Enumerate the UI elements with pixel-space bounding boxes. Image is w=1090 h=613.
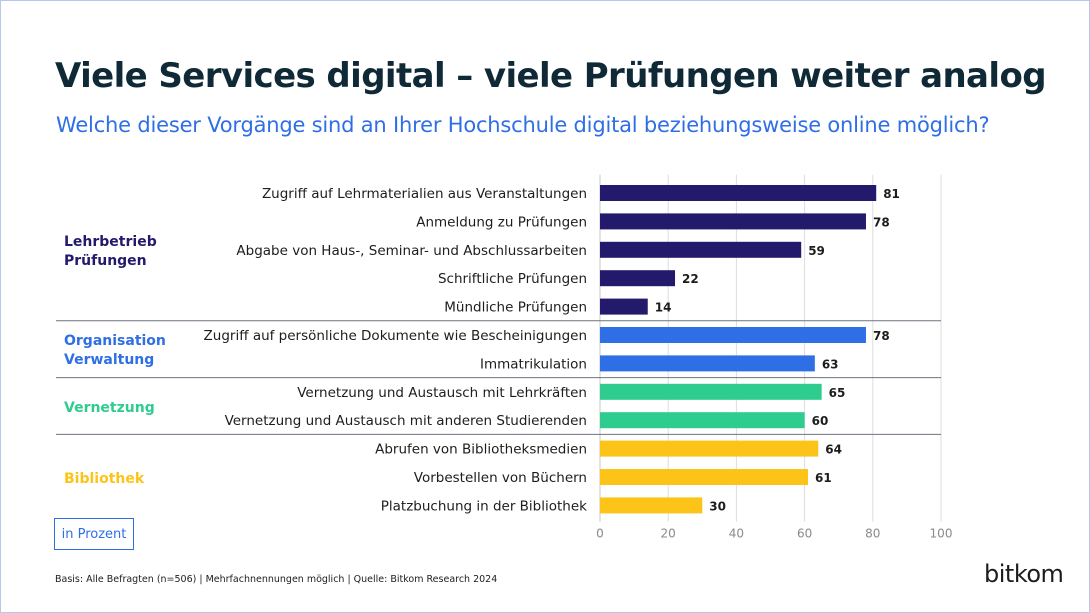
category-label: Vernetzung und Austausch mit Lehrkräften xyxy=(297,385,587,401)
group-label-line: Lehrbetrieb xyxy=(64,233,157,250)
group-label-line: Bibliothek xyxy=(64,470,145,487)
bar xyxy=(600,185,877,201)
x-tick-label: 20 xyxy=(661,527,676,541)
bar xyxy=(600,327,866,343)
data-label: 65 xyxy=(829,386,846,400)
data-label: 14 xyxy=(655,301,672,315)
category-label: Abrufen von Bibliotheksmedien xyxy=(375,442,587,458)
x-tick-label: 0 xyxy=(596,527,604,541)
bar xyxy=(600,383,822,400)
source-footnote: Basis: Alle Befragten (n=506) | Mehrfach… xyxy=(55,574,498,585)
data-label: 64 xyxy=(825,443,842,457)
bar xyxy=(600,469,809,485)
category-label: Zugriff auf persönliche Dokumente wie Be… xyxy=(204,328,587,344)
x-tick-label: 60 xyxy=(797,527,812,541)
category-label: Immatrikulation xyxy=(480,356,587,372)
group-label-line: Organisation xyxy=(64,333,166,350)
data-label: 30 xyxy=(709,499,726,513)
bar xyxy=(600,298,648,315)
category-label: Vorbestellen von Büchern xyxy=(414,470,587,486)
data-label: 78 xyxy=(873,329,890,343)
category-label: Anmeldung zu Prüfungen xyxy=(416,214,587,230)
data-label: 61 xyxy=(815,471,832,485)
group-label-line: Verwaltung xyxy=(64,352,155,369)
bitkom-logo: bitkom xyxy=(984,560,1064,588)
group-label: Lehrbetrieb Prüfungen xyxy=(64,233,157,271)
data-label: 63 xyxy=(822,357,839,371)
category-label: Platzbuchung in der Bibliothek xyxy=(381,498,587,514)
data-label: 59 xyxy=(808,244,825,258)
bar xyxy=(600,355,815,372)
bar xyxy=(600,270,676,287)
x-tick-label: 80 xyxy=(865,527,880,541)
data-label: 78 xyxy=(873,215,890,229)
page-title: Viele Services digital – viele Prüfungen… xyxy=(55,56,1047,96)
bar xyxy=(600,412,805,429)
group-label-line: Vernetzung xyxy=(64,399,155,416)
data-label: 81 xyxy=(883,187,900,201)
bar xyxy=(600,213,866,230)
x-tick-label: 100 xyxy=(930,527,953,541)
unit-label-box: in Prozent xyxy=(54,518,134,550)
group-label: Vernetzung xyxy=(64,399,155,418)
category-label: Vernetzung und Austausch mit anderen Stu… xyxy=(225,413,587,429)
category-label: Zugriff auf Lehrmaterialien aus Veransta… xyxy=(262,186,587,202)
x-tick-label: 40 xyxy=(729,527,744,541)
data-label: 22 xyxy=(682,272,699,286)
bar xyxy=(600,440,819,457)
category-label: Mündliche Prüfungen xyxy=(444,300,587,316)
page-subtitle: Welche dieser Vorgänge sind an Ihrer Hoc… xyxy=(56,113,990,137)
category-label: Abgabe von Haus-, Seminar- und Abschluss… xyxy=(236,243,587,259)
bar xyxy=(600,497,703,514)
group-label: Bibliothek xyxy=(64,470,144,489)
category-label: Schriftliche Prüfungen xyxy=(438,271,587,287)
group-label-line: Prüfungen xyxy=(64,252,147,269)
group-label: Organisation Verwaltung xyxy=(64,332,166,370)
bar xyxy=(600,241,802,258)
data-label: 60 xyxy=(812,414,829,428)
